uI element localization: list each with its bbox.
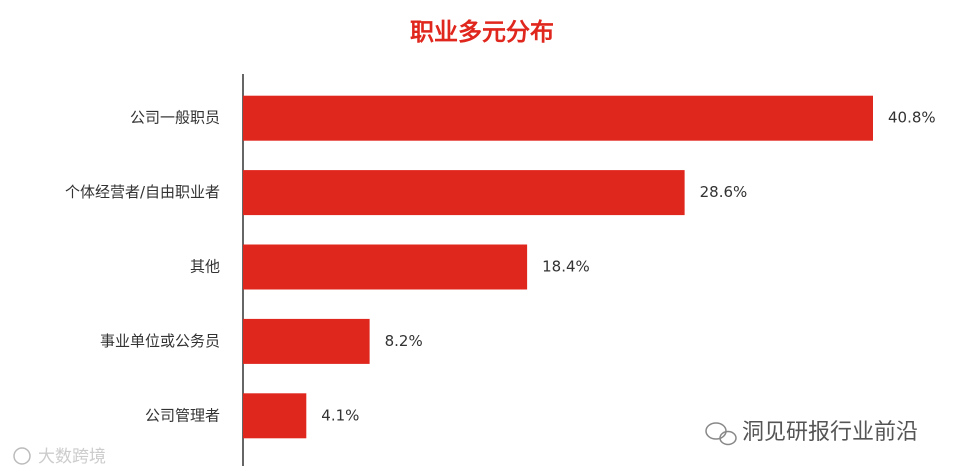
y-tick-label: 个体经营者/自由职业者 [65,183,220,201]
watermark: 洞见研报行业前沿 [742,420,918,445]
bar [243,244,528,290]
value-label: 28.6% [700,183,748,201]
value-label: 4.1% [321,406,359,424]
value-label: 18.4% [542,258,590,276]
bar [243,95,873,141]
bar [243,393,307,439]
y-tick-label: 公司管理者 [145,406,220,424]
watermark-icon [13,447,31,465]
bar [243,318,370,364]
y-tick-label: 其他 [190,258,220,276]
wechat-icon [705,422,737,446]
y-tick-label: 事业单位或公务员 [100,332,220,350]
value-label: 40.8% [888,109,936,127]
y-tick-label: 公司一般职员 [130,109,220,127]
bar [243,170,685,216]
watermark: 大数跨境 [38,447,106,467]
chart-title: 职业多元分布 [410,18,554,46]
value-label: 8.2% [385,332,423,350]
